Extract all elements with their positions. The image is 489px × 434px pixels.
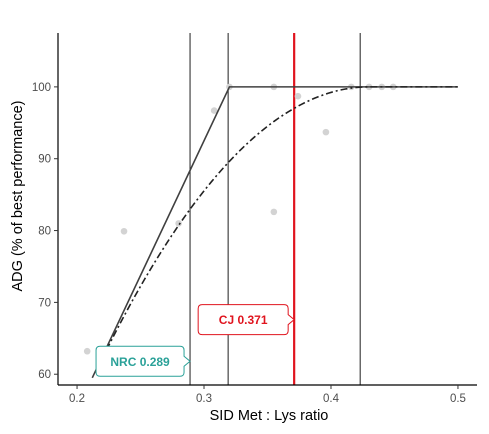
annotation-label: NRC 0.289 [110, 355, 170, 369]
x-tick-label: 0.3 [196, 393, 212, 405]
data-point-7 [270, 208, 278, 216]
annotation-2: CJ 0.371 [197, 304, 295, 336]
annotation-label: CJ 0.371 [219, 313, 268, 327]
x-tick-label: 0.5 [450, 393, 466, 405]
x-tick-label: 0.4 [323, 393, 340, 405]
annotation-box [95, 345, 191, 377]
data-point-3 [175, 220, 182, 227]
x-tick-label: 0.2 [69, 393, 85, 405]
y-tick-label: 60 [38, 369, 51, 381]
annotations: NRC 0.289 CJ 0.371 [95, 304, 295, 377]
annotation-1: NRC 0.289 [95, 345, 191, 377]
axes: 60 70 80 90 100 0.2 0.3 0.4 0.5 [32, 33, 477, 405]
data-point-9 [322, 128, 330, 136]
y-tick-label: 100 [32, 82, 51, 94]
data-point-8 [294, 92, 302, 100]
y-tick-label: 80 [38, 226, 51, 238]
annotation-box [197, 304, 295, 336]
x-axis-label: SID Met : Lys ratio [210, 408, 329, 424]
data-point-4 [210, 107, 218, 114]
data-point-1 [83, 347, 91, 355]
fit-lines [91, 86, 458, 379]
data-point-2 [120, 227, 128, 235]
curvilinear-plateau-fit [99, 86, 458, 364]
y-tick-label: 90 [38, 154, 51, 166]
y-tick-label: 70 [38, 297, 51, 309]
y-axis-label: ADG (% of best performance) [10, 101, 26, 292]
